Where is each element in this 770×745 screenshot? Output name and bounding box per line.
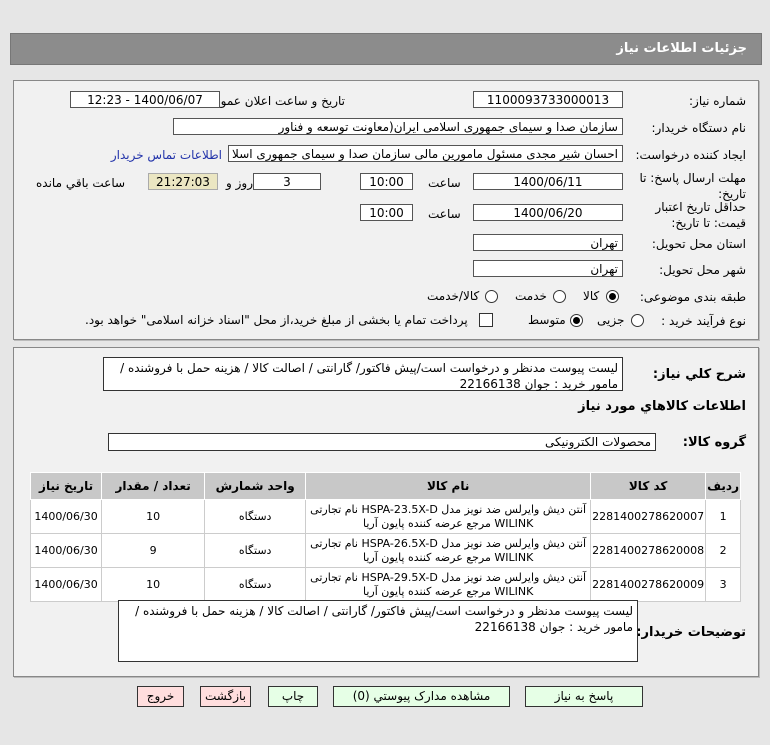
validity-date-field[interactable]: 1400/06/20 xyxy=(473,204,623,221)
exit-button[interactable]: خروج xyxy=(137,686,184,707)
quantity: 10 xyxy=(101,499,206,534)
page-title: جزئیات اطلاعات نیاز xyxy=(616,41,747,56)
unit: دستگاه xyxy=(204,499,307,534)
col-row: ردیف xyxy=(705,472,741,500)
group-field[interactable]: محصولات الکترونیکی xyxy=(108,433,656,451)
table-header-row: ردیف کد کالا نام کالا واحد شمارش تعداد /… xyxy=(29,472,741,500)
col-date: تاریخ نیاز xyxy=(29,472,103,500)
remaining-label: ساعت باقي مانده xyxy=(36,176,126,190)
category-both-radio[interactable] xyxy=(485,290,498,303)
col-code: کد کالا xyxy=(590,472,707,500)
city-label: شهر محل تحویل: xyxy=(659,263,746,277)
table-row[interactable]: 2 2281400278620008 آنتن دیش وایرلس ضد نویز… xyxy=(29,533,741,568)
unit: دستگاه xyxy=(204,567,307,602)
category-service-radio[interactable] xyxy=(553,290,566,303)
col-qty: تعداد / مقدار xyxy=(101,472,206,500)
validity-label: حداقل تاریخ اعتبار قیمت: تا تاریخ: xyxy=(655,200,746,230)
summary-field[interactable]: لیست پیوست مدنظر و درخواست است/پیش فاکتو… xyxy=(103,357,623,391)
need-date: 1400/06/30 xyxy=(29,567,103,602)
attachments-button[interactable]: مشاهده مدارک پیوستي (0) xyxy=(333,686,510,707)
buyer-org-field[interactable]: سازمان صدا و سیمای جمهوری اسلامی ایران(م… xyxy=(173,118,623,135)
remaining-time-field: 21:27:03 xyxy=(148,173,218,190)
process-minor-radio[interactable] xyxy=(631,314,644,327)
goods-code: 2281400278620007 xyxy=(590,499,707,534)
province-label: استان محل تحویل: xyxy=(651,237,746,251)
row-number: 3 xyxy=(705,567,741,602)
treasury-text: پرداخت تمام یا بخشی از مبلغ خرید،از محل … xyxy=(85,313,468,327)
group-label: گروه کالا: xyxy=(682,435,746,450)
buyer-notes-field[interactable]: لیست پیوست مدنظر و درخواست است/پیش فاکتو… xyxy=(118,600,638,662)
deadline-time-field[interactable]: 10:00 xyxy=(360,173,413,190)
table-row[interactable]: 1 2281400278620007 آنتن دیش وایرلس ضد نویز… xyxy=(29,499,741,534)
need-number-label: شماره نیاز: xyxy=(689,94,746,108)
treasury-checkbox[interactable] xyxy=(479,313,493,327)
page-header: جزئیات اطلاعات نیاز xyxy=(10,33,762,65)
goods-code: 2281400278620008 xyxy=(590,533,707,568)
need-date: 1400/06/30 xyxy=(29,533,103,568)
process-medium-label: متوسط xyxy=(528,313,566,327)
requester-field[interactable]: احسان شیر مجدی مسئول مامورین مالی سازمان… xyxy=(228,145,623,162)
announce-label: تاریخ و ساعت اعلان عمومی: xyxy=(200,94,345,108)
goods-name: آنتن دیش وایرلس ضد نویز مدل HSPA-26.5X-D… xyxy=(305,533,592,568)
buyer-contact-link[interactable]: اطلاعات تماس خریدار xyxy=(110,148,222,162)
buyer-org-label: نام دستگاه خریدار: xyxy=(651,121,747,135)
category-label: طبقه بندی موضوعی: xyxy=(639,290,746,304)
need-date: 1400/06/30 xyxy=(29,499,103,534)
reply-button[interactable]: پاسخ به نیاز xyxy=(525,686,643,707)
quantity: 10 xyxy=(101,567,206,602)
category-service-label: خدمت xyxy=(515,289,547,303)
requester-label: ایجاد کننده درخواست: xyxy=(635,148,746,162)
city-field[interactable]: تهران xyxy=(473,260,623,277)
table-row[interactable]: 3 2281400278620009 آنتن دیش وایرلس ضد نویز… xyxy=(29,567,741,602)
days-label: روز و xyxy=(226,176,253,190)
col-unit: واحد شمارش xyxy=(204,472,307,500)
deadline-time-label: ساعت xyxy=(428,176,461,190)
buyer-notes-label: توضیحات خریدار: xyxy=(636,625,746,640)
need-number-field[interactable]: 1100093733000013 xyxy=(473,91,623,108)
deadline-label: مهلت ارسال پاسخ: تا تاریخ: xyxy=(639,171,746,201)
goods-code: 2281400278620009 xyxy=(590,567,707,602)
process-label: نوع فرآیند خرید : xyxy=(661,314,746,328)
quantity: 9 xyxy=(101,533,206,568)
announce-field[interactable]: 1400/06/07 - 12:23 xyxy=(70,91,220,108)
goods-table: ردیف کد کالا نام کالا واحد شمارش تعداد /… xyxy=(29,472,741,602)
province-field[interactable]: تهران xyxy=(473,234,623,251)
goods-heading: اطلاعات کالاهاي مورد نياز xyxy=(578,399,746,414)
validity-time-label: ساعت xyxy=(428,207,461,221)
col-name: نام کالا xyxy=(305,472,592,500)
days-field[interactable]: 3 xyxy=(253,173,321,190)
process-medium-radio[interactable] xyxy=(570,314,583,327)
category-both-label: کالا/خدمت xyxy=(427,289,480,303)
category-goods-label: کالا xyxy=(583,289,600,303)
row-number: 1 xyxy=(705,499,741,534)
print-button[interactable]: چاپ xyxy=(268,686,318,707)
category-goods-radio[interactable] xyxy=(606,290,619,303)
goods-name: آنتن دیش وایرلس ضد نویز مدل HSPA-29.5X-D… xyxy=(305,567,592,602)
validity-time-field[interactable]: 10:00 xyxy=(360,204,413,221)
deadline-date-field[interactable]: 1400/06/11 xyxy=(473,173,623,190)
process-minor-label: جزیی xyxy=(597,313,625,327)
goods-name: آنتن دیش وایرلس ضد نویز مدل HSPA-23.5X-D… xyxy=(305,499,592,534)
summary-label: شرح کلي نياز: xyxy=(652,367,746,382)
row-number: 2 xyxy=(705,533,741,568)
back-button[interactable]: بازگشت xyxy=(200,686,251,707)
unit: دستگاه xyxy=(204,533,307,568)
